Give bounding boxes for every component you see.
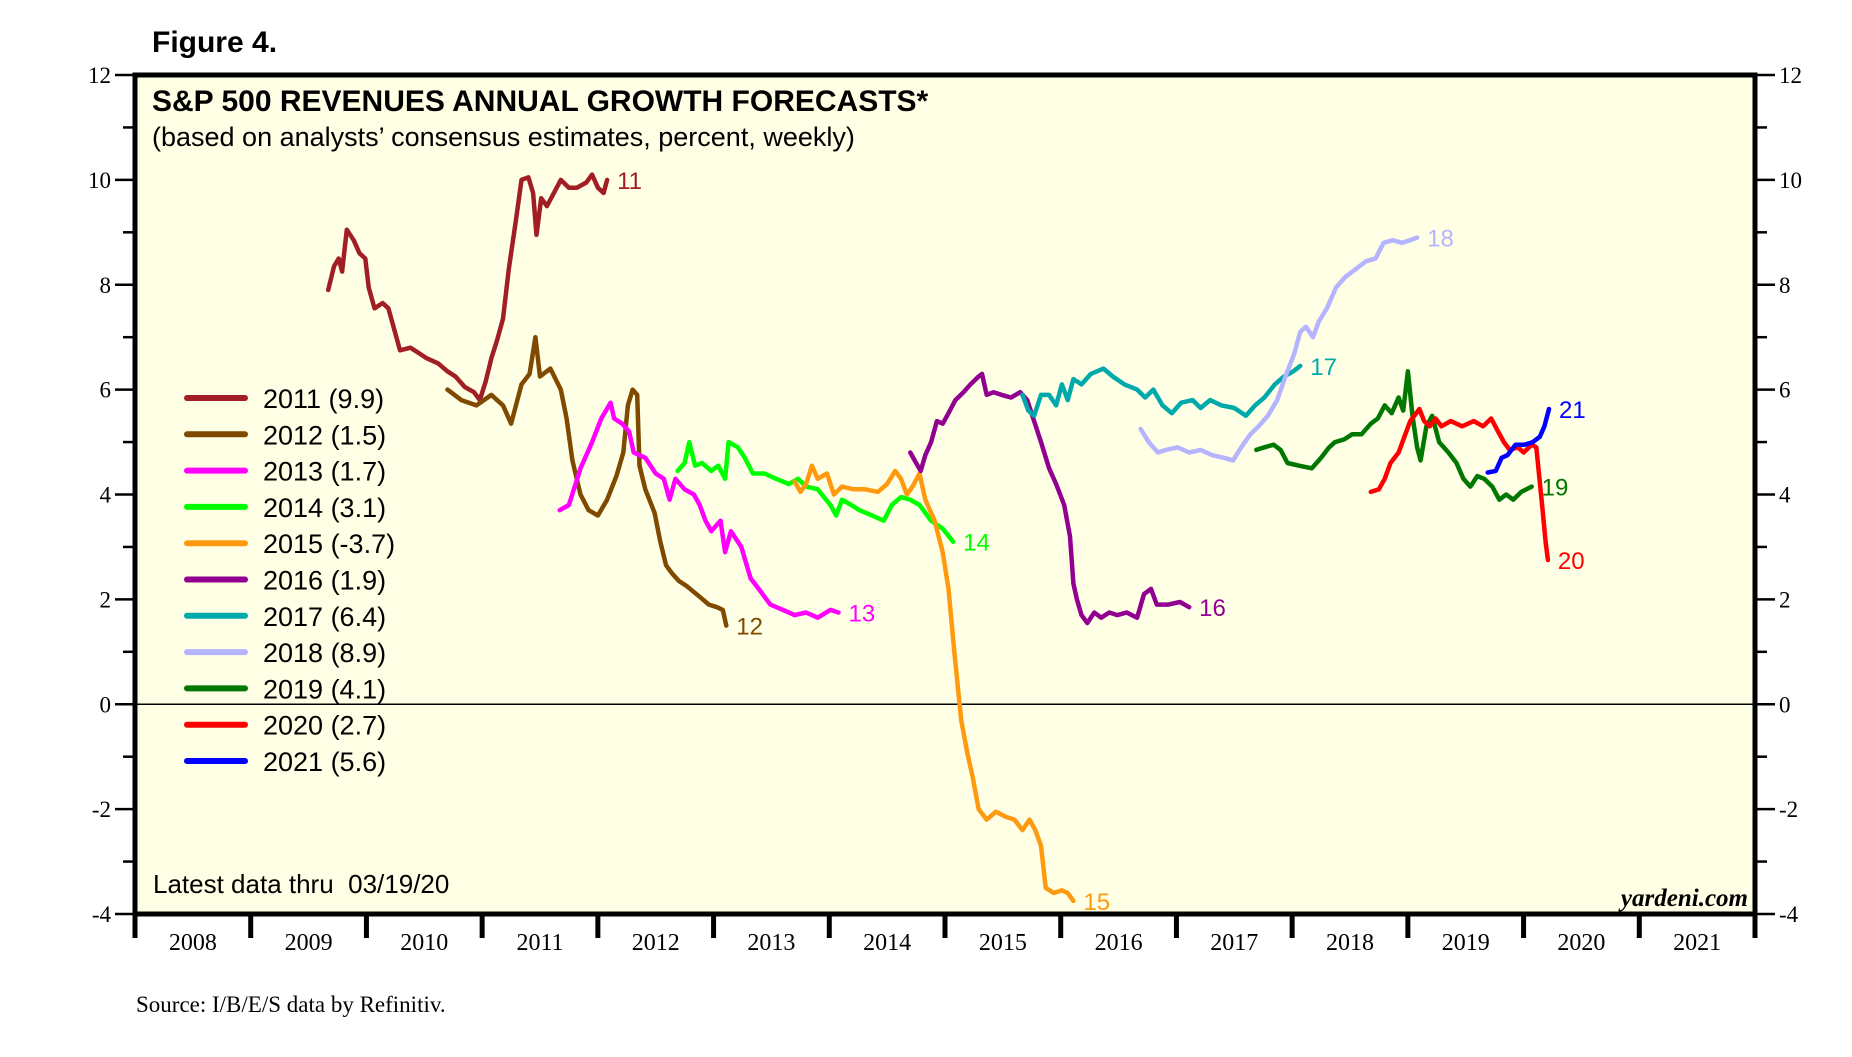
series-line-2016 (908, 371, 1192, 626)
series-layer (325, 172, 1552, 904)
legend-item-2013: 2013 (1.7) (184, 457, 386, 487)
x-tick-label: 2020 (1557, 930, 1605, 956)
legend-item-2020: 2020 (2.7) (184, 711, 386, 741)
y-tick-label-right: 8 (1779, 273, 1791, 298)
series-end-label-2013: 13 (849, 600, 876, 627)
legend-label: 2021 (5.6) (263, 747, 386, 777)
x-tick-label: 2017 (1210, 930, 1258, 956)
legend-item-2012: 2012 (1.5) (184, 420, 386, 450)
latest-data-note: Latest data thru 03/19/20 (153, 869, 449, 899)
right-y-axis: -4 -2 0 2 4 6 8 10 12 (1755, 63, 1802, 927)
legend-item-2019: 2019 (4.1) (184, 674, 386, 704)
legend-label: 2017 (6.4) (263, 602, 386, 632)
x-tick-label: 2008 (169, 930, 217, 956)
y-tick-label-right: -2 (1779, 797, 1798, 822)
legend: 2011 (9.9) 2012 (1.5) 2013 (1.7) 2014 (3.1)… (184, 384, 395, 777)
source-note: Source: I/B/E/S data by Refinitiv. (136, 992, 446, 1017)
x-tick-label: 2012 (632, 930, 680, 956)
legend-label: 2015 (-3.7) (263, 529, 395, 559)
legend-label: 2013 (1.7) (263, 457, 386, 487)
y-tick-label-left: 8 (100, 273, 112, 298)
series-line-2021 (1485, 406, 1552, 475)
plot-frame (132, 72, 1758, 917)
series-line-2012 (445, 334, 729, 628)
y-tick-label-left: 6 (100, 378, 112, 403)
series-end-label-2011: 11 (617, 168, 642, 195)
x-tick-label: 2019 (1442, 930, 1490, 956)
x-tick-label: 2009 (285, 930, 333, 956)
legend-label: 2019 (4.1) (263, 674, 386, 704)
series-line-2019 (1254, 369, 1534, 502)
chart-subtitle: (based on analysts’ consensus estimates,… (152, 122, 855, 152)
x-tick-label: 2010 (400, 930, 448, 956)
series-line-2020 (1368, 406, 1551, 563)
legend-item-2014: 2014 (3.1) (184, 493, 386, 523)
plot-background (135, 75, 1755, 914)
series-end-label-2017: 17 (1310, 354, 1337, 381)
x-tick-label: 2018 (1326, 930, 1374, 956)
x-tick-label: 2021 (1673, 930, 1721, 956)
legend-label: 2018 (8.9) (263, 638, 386, 668)
series-line-2015 (792, 463, 1076, 904)
x-tick-label: 2011 (516, 930, 563, 956)
legend-item-2016: 2016 (1.9) (184, 566, 386, 596)
x-tick-label: 2014 (863, 930, 911, 956)
legend-item-2018: 2018 (8.9) (184, 638, 386, 668)
series-end-label-2015: 15 (1083, 889, 1110, 916)
left-y-axis: -4 -2 0 2 4 6 8 10 12 (88, 63, 135, 927)
legend-item-2011: 2011 (9.9) (184, 384, 384, 414)
yardeni-credit: yardeni.com (1618, 885, 1748, 912)
series-line-2018 (1138, 235, 1420, 463)
series-end-label-2021: 21 (1559, 397, 1586, 424)
x-tick-label: 2015 (979, 930, 1027, 956)
legend-label: 2011 (9.9) (263, 384, 384, 414)
y-tick-label-right: 0 (1779, 692, 1791, 717)
legend-label: 2020 (2.7) (263, 711, 386, 741)
y-tick-label-left: 0 (100, 692, 112, 717)
y-tick-label-right: 6 (1779, 378, 1791, 403)
y-tick-label-right: 2 (1779, 587, 1791, 612)
y-tick-label-right: 4 (1779, 483, 1791, 508)
x-tick-label: 2013 (747, 930, 795, 956)
x-axis: 2008 2009 2010 2011 2012 2013 2014 2015 2016 2017… (132, 914, 1758, 956)
series-end-label-2019: 19 (1542, 475, 1569, 502)
legend-item-2015: 2015 (-3.7) (184, 529, 395, 559)
series-line-2011 (325, 172, 610, 403)
y-tick-label-right: 10 (1779, 168, 1802, 193)
y-tick-label-left: 12 (88, 63, 111, 88)
figure-label: Figure 4. (152, 26, 277, 59)
legend-item-2017: 2017 (6.4) (184, 602, 386, 632)
legend-label: 2012 (1.5) (263, 420, 386, 450)
y-tick-label-left: -4 (92, 902, 112, 927)
legend-label: 2016 (1.9) (263, 566, 386, 596)
y-tick-label-left: -2 (92, 797, 111, 822)
y-tick-label-left: 10 (88, 168, 111, 193)
y-tick-label-left: 2 (100, 587, 112, 612)
x-tick-label: 2016 (1095, 930, 1143, 956)
series-line-2014 (675, 439, 956, 544)
series-end-label-2018: 18 (1427, 226, 1454, 253)
legend-item-2021: 2021 (5.6) (184, 747, 386, 777)
series-line-2017 (1020, 363, 1303, 419)
series-end-label-2012: 12 (736, 614, 763, 641)
y-tick-label-left: 4 (100, 483, 112, 508)
y-tick-label-right: -4 (1779, 902, 1799, 927)
legend-label: 2014 (3.1) (263, 493, 386, 523)
series-end-labels: 11 12 13 14 15 16 17 18 19 20 21 (617, 168, 1586, 916)
y-tick-label-right: 12 (1779, 63, 1802, 88)
chart-title: S&P 500 REVENUES ANNUAL GROWTH FORECASTS… (152, 85, 929, 118)
series-end-label-2020: 20 (1558, 548, 1585, 575)
series-end-label-2016: 16 (1199, 595, 1226, 622)
series-line-2013 (557, 400, 841, 620)
series-end-label-2014: 14 (963, 530, 990, 557)
